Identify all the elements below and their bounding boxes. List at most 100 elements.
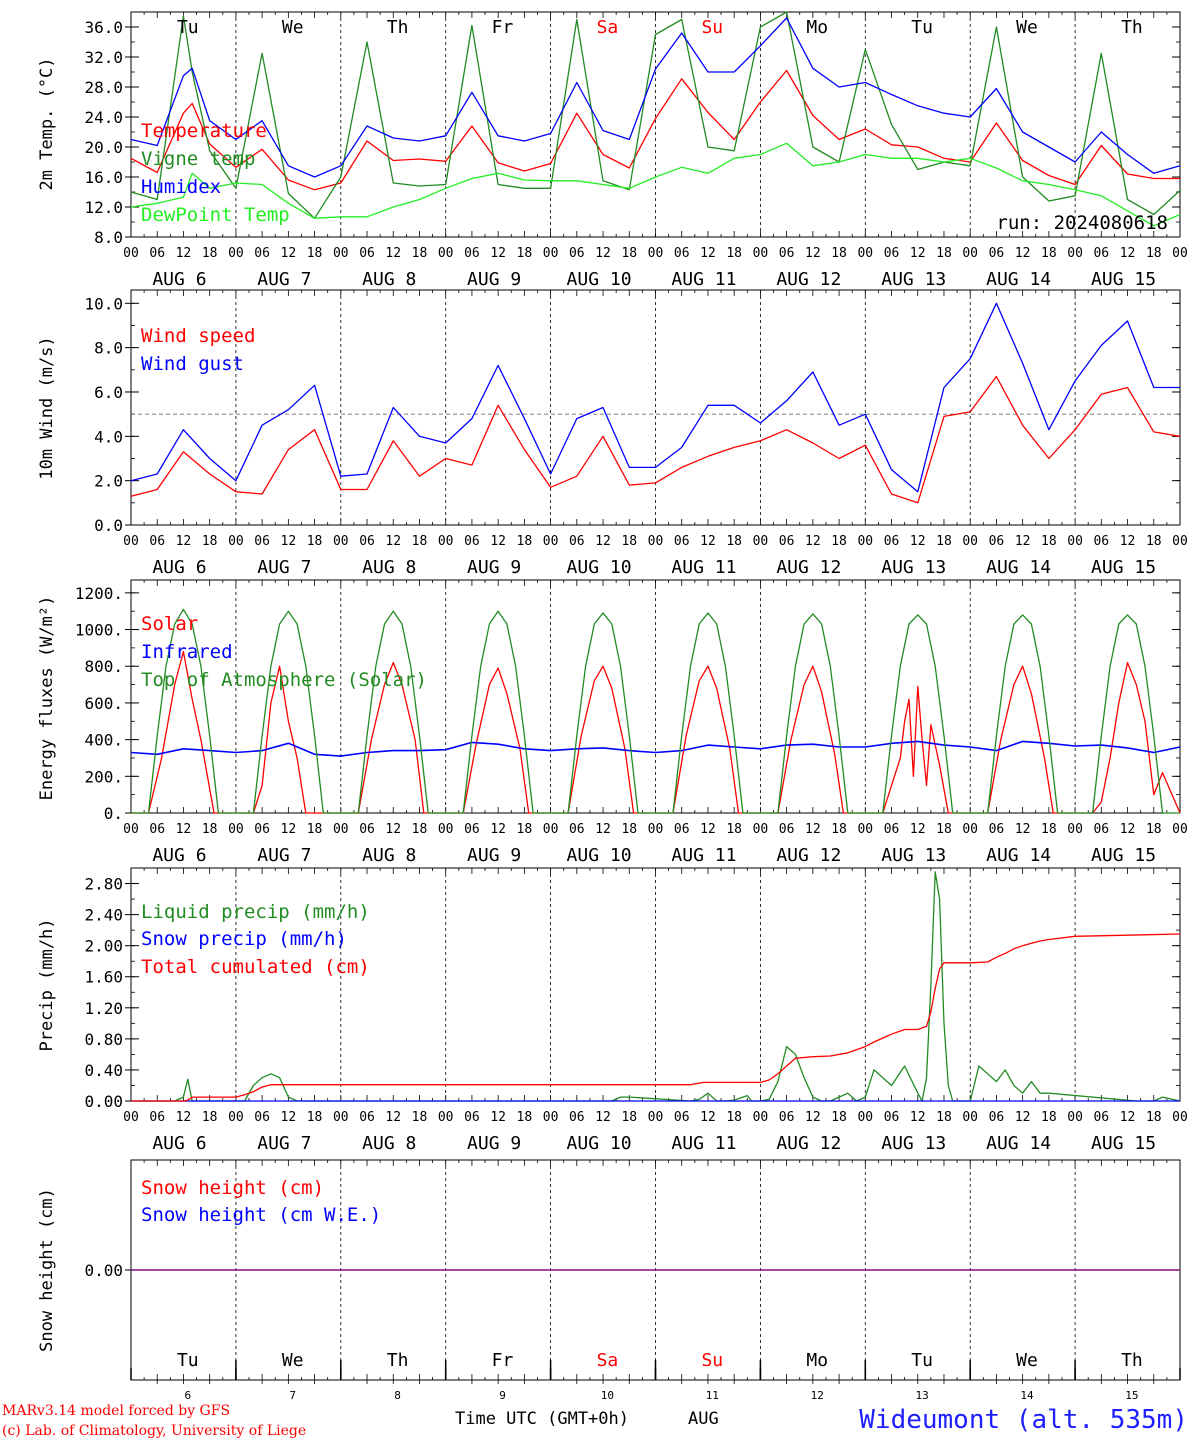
day-abbr-top: Th	[1121, 17, 1143, 38]
hour-label: 12	[385, 534, 401, 549]
legend-entry: Total cumulated (cm)	[141, 956, 370, 978]
y-tick-label: 0.	[104, 804, 123, 823]
day-abbr-top: Fr	[492, 17, 514, 38]
hour-label: 06	[779, 246, 795, 261]
day-abbr-bottom: Fr	[492, 1350, 514, 1371]
day-abbr-bottom: Sa	[597, 1350, 619, 1371]
hour-label: 12	[1120, 534, 1136, 549]
hour-label: 00	[123, 822, 139, 837]
hour-label: 00	[962, 1110, 978, 1125]
hour-label: 06	[989, 534, 1005, 549]
hour-label: 18	[831, 822, 847, 837]
day-number: 6	[185, 1389, 192, 1402]
day-number: 13	[915, 1389, 928, 1402]
y-tick-label: 2.00	[84, 937, 123, 956]
hour-label: 06	[464, 246, 480, 261]
hour-label: 18	[517, 822, 533, 837]
date-label: AUG 7	[257, 1133, 311, 1154]
hour-label: 12	[281, 246, 297, 261]
hour-label: 12	[281, 534, 297, 549]
hour-label: 06	[149, 246, 165, 261]
hour-label: 00	[123, 1110, 139, 1125]
date-label: AUG 9	[467, 1133, 521, 1154]
hour-label: 06	[149, 822, 165, 837]
y-tick-label: 1000.	[75, 621, 123, 640]
hour-label: 00	[857, 246, 873, 261]
hour-label: 00	[1172, 1110, 1188, 1125]
hour-label: 00	[123, 246, 139, 261]
day-abbr-top: Su	[701, 17, 723, 38]
date-label: AUG 12	[776, 269, 841, 290]
date-label: AUG 14	[986, 269, 1051, 290]
date-label: AUG 12	[776, 557, 841, 578]
hour-label: 18	[307, 822, 323, 837]
y-tick-label: 20.0	[84, 138, 123, 157]
y-tick-label: 1.60	[84, 968, 123, 987]
x-axis-label: Time UTC (GMT+0h)	[455, 1409, 629, 1429]
hour-label: 18	[621, 1110, 637, 1125]
hour-label: 18	[831, 246, 847, 261]
hour-label: 12	[176, 534, 192, 549]
hour-label: 18	[1041, 534, 1057, 549]
day-number: 10	[601, 1389, 614, 1402]
hour-label: 12	[910, 822, 926, 837]
hour-label: 18	[202, 1110, 218, 1125]
series-line-dewpoint-temp	[130, 142, 1181, 227]
hour-label: 06	[779, 534, 795, 549]
day-number: 9	[499, 1389, 506, 1402]
series-line-wind-gust	[130, 302, 1180, 493]
hour-label: 00	[123, 534, 139, 549]
date-label: AUG 11	[671, 557, 736, 578]
legend-entry: DewPoint Temp	[141, 204, 290, 226]
hour-label: 06	[884, 822, 900, 837]
date-label: AUG 7	[257, 557, 311, 578]
hour-label: 00	[753, 246, 769, 261]
y-tick-label: 8.0	[94, 339, 123, 358]
hour-label: 00	[962, 534, 978, 549]
date-label: AUG 11	[671, 269, 736, 290]
legend-entry: Solar	[141, 613, 198, 635]
hour-label: 18	[936, 1110, 952, 1125]
y-axis-label: 10m Wind (m/s)	[37, 336, 57, 479]
legend-entry: Liquid precip (mm/h)	[141, 901, 370, 923]
hour-label: 12	[281, 822, 297, 837]
y-tick-label: 600.	[84, 694, 123, 713]
model-credit: MARv3.14 model forced by GFS	[2, 1403, 230, 1419]
hour-label: 00	[857, 1110, 873, 1125]
hour-label: 06	[1093, 534, 1109, 549]
y-tick-label: 0.00	[84, 1261, 123, 1280]
hour-label: 00	[543, 1110, 559, 1125]
hour-label: 00	[333, 246, 349, 261]
hour-label: 00	[857, 822, 873, 837]
day-abbr-top: Sa	[597, 17, 619, 38]
y-tick-label: 0.00	[84, 1092, 123, 1111]
hour-label: 06	[569, 246, 585, 261]
y-tick-label: 0.40	[84, 1061, 123, 1080]
hour-label: 00	[1067, 534, 1083, 549]
hour-label: 12	[595, 246, 611, 261]
hour-label: 12	[805, 534, 821, 549]
hour-label: 06	[674, 534, 690, 549]
hour-label: 00	[1172, 534, 1188, 549]
legend-entry: Wind speed	[141, 325, 255, 347]
hour-label: 12	[595, 822, 611, 837]
hour-label: 06	[989, 1110, 1005, 1125]
y-axis-label: 2m Temp. (°C)	[37, 57, 57, 190]
run-label: run: 2024080618	[996, 212, 1168, 234]
hour-label: 00	[857, 534, 873, 549]
hour-label: 18	[1146, 822, 1162, 837]
hour-label: 18	[831, 1110, 847, 1125]
series-line-humidex	[130, 17, 1181, 178]
date-label: AUG 14	[986, 1133, 1051, 1154]
hour-label: 06	[464, 822, 480, 837]
y-axis-label: Energy fluxes (W/m²)	[37, 596, 57, 801]
y-tick-label: 8.0	[94, 228, 123, 247]
hour-label: 18	[412, 246, 428, 261]
hour-label: 00	[438, 246, 454, 261]
y-tick-label: 200.	[84, 767, 123, 786]
y-tick-label: 28.0	[84, 78, 123, 97]
series-line-wind-speed	[130, 375, 1181, 504]
hour-label: 00	[543, 822, 559, 837]
day-abbr-bottom: Th	[1121, 1350, 1143, 1371]
